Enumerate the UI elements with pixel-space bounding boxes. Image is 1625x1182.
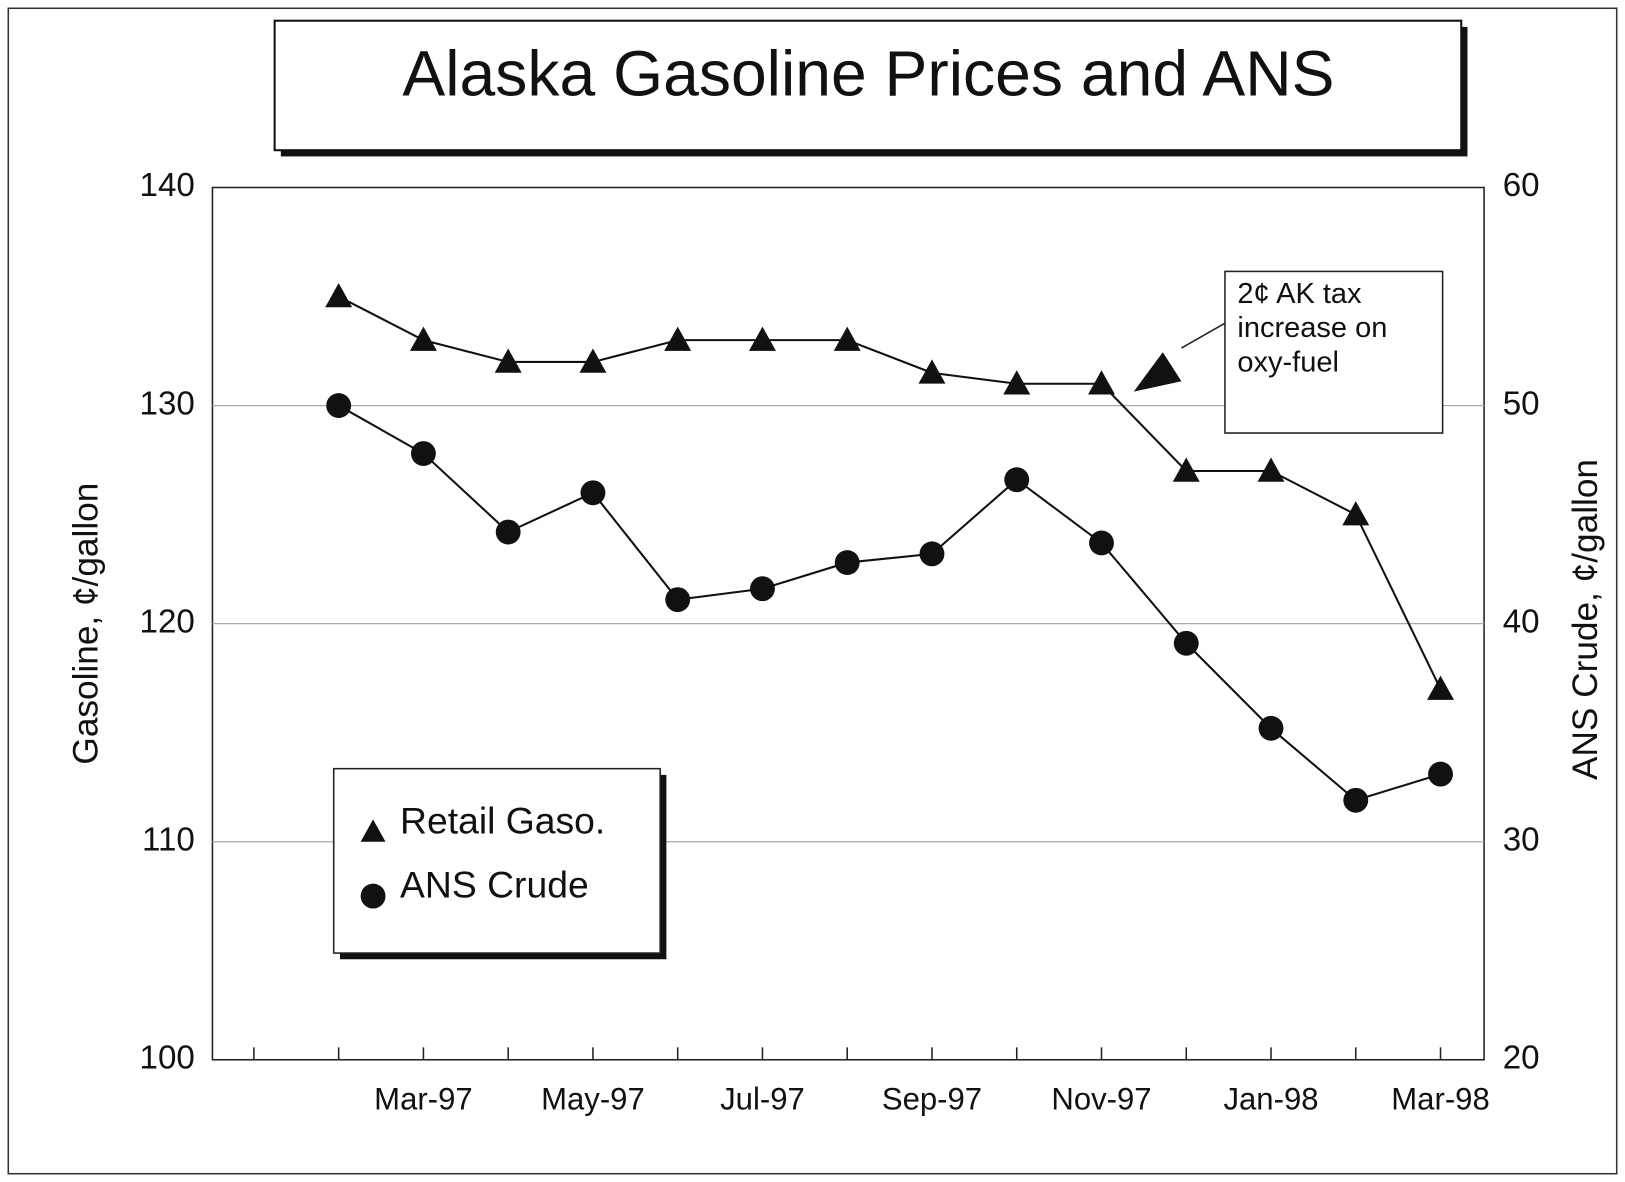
y-tick-label: 120 (140, 603, 195, 640)
annotation-arrow (1181, 322, 1226, 349)
marker (665, 587, 691, 613)
annotation-text: increase on (1237, 312, 1387, 344)
marker (1258, 715, 1284, 741)
y-tick-label: 130 (140, 385, 195, 422)
legend-box (332, 767, 661, 954)
marker (664, 326, 692, 351)
legend-marker (360, 819, 386, 842)
annotation-arrowhead (1133, 352, 1182, 392)
marker (326, 393, 352, 418)
marker (1173, 630, 1199, 656)
marker (748, 326, 776, 351)
series-line (338, 295, 1442, 690)
series-line (338, 404, 1441, 802)
marker (410, 441, 436, 466)
chart-title: Alaska Gasoline Prices and ANS (402, 38, 1334, 110)
marker (1089, 530, 1114, 556)
annotation-box (1224, 270, 1444, 434)
y-tick-label: 140 (140, 167, 195, 204)
y2-tick-label: 40 (1503, 603, 1540, 640)
marker (834, 550, 860, 576)
x-tick-label: Jan-98 (1223, 1081, 1318, 1116)
marker (1004, 467, 1030, 493)
marker (409, 326, 437, 351)
page-frame (7, 7, 1618, 1175)
y2-tick-label: 50 (1503, 385, 1540, 422)
y-tick-label: 110 (142, 821, 195, 858)
y-tick-label: 100 (140, 1040, 195, 1077)
marker (579, 348, 607, 373)
marker (1427, 675, 1455, 700)
y2-axis-label: ANS Crude, ¢/gallon (1566, 459, 1605, 780)
marker (833, 326, 861, 351)
annotation-text: oxy-fuel (1237, 346, 1339, 378)
marker (580, 480, 606, 506)
x-tick-label: Mar-97 (374, 1081, 472, 1116)
x-tick-label: Nov-97 (1051, 1081, 1151, 1116)
marker (495, 519, 521, 545)
marker (494, 348, 522, 373)
y2-tick-label: 30 (1503, 821, 1540, 858)
marker (918, 359, 946, 384)
marker (1003, 370, 1031, 395)
title-box (273, 19, 1463, 152)
legend-label: ANS Crude (400, 864, 589, 906)
marker (750, 576, 775, 602)
x-tick-label: Mar-98 (1391, 1081, 1489, 1116)
y2-tick-label: 60 (1503, 167, 1540, 204)
marker (325, 283, 353, 308)
x-tick-label: Jul-97 (720, 1081, 805, 1116)
legend-label: Retail Gaso. (400, 799, 605, 841)
marker (1257, 457, 1285, 482)
marker (1342, 501, 1370, 526)
marker (1172, 457, 1200, 482)
y-axis-label: Gasoline, ¢/gallon (66, 483, 105, 765)
x-tick-label: May-97 (541, 1081, 645, 1116)
marker (1088, 370, 1115, 395)
legend-marker (360, 883, 386, 909)
y2-tick-label: 20 (1503, 1040, 1540, 1077)
x-tick-label: Sep-97 (882, 1081, 982, 1116)
annotation-text: 2¢ AK tax (1237, 278, 1362, 310)
marker (1343, 787, 1369, 813)
marker (1428, 761, 1453, 787)
marker (919, 541, 945, 567)
